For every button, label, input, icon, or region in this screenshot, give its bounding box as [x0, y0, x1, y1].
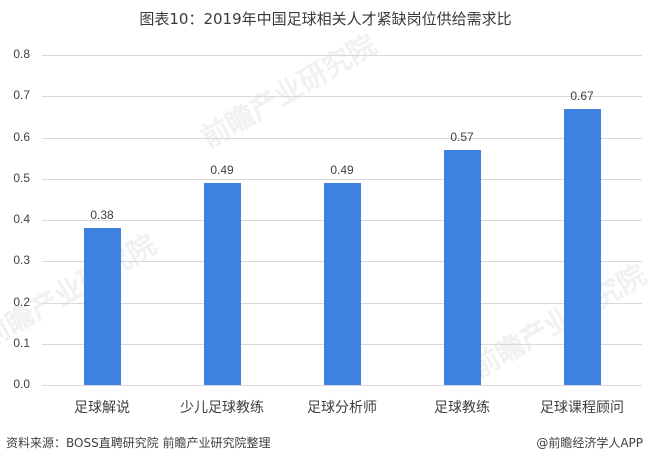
source-note: 资料来源：BOSS直聘研究院 前瞻产业研究院整理	[6, 436, 271, 450]
bar-value-label: 0.38	[90, 208, 114, 223]
x-category-label: 足球课程顾问	[540, 400, 624, 416]
y-tick-label: 0.3	[13, 253, 30, 268]
gridline	[42, 178, 642, 180]
bar	[443, 149, 481, 385]
gridline	[42, 137, 642, 139]
bar-value-label: 0.49	[210, 162, 234, 177]
x-category-label: 足球教练	[434, 400, 490, 416]
bar-value-label: 0.57	[450, 129, 474, 144]
gridline	[42, 55, 642, 56]
bar-value-label: 0.49	[330, 162, 354, 177]
y-tick-label: 0.5	[13, 170, 30, 185]
y-tick-label: 0.4	[13, 212, 30, 226]
gridline	[42, 96, 642, 98]
bar	[83, 228, 121, 385]
x-category-label: 少儿足球教练	[180, 400, 264, 416]
y-tick-label: 0.0	[13, 377, 30, 391]
y-tick-label: 0.1	[13, 335, 30, 350]
plot-area: 0.38 0.49 0.49 0.57 0.67	[42, 55, 642, 386]
credit-note: @前瞻经济学人APP	[536, 436, 643, 450]
bar	[563, 108, 601, 385]
x-category-label: 足球分析师	[307, 400, 377, 416]
y-tick-label: 0.8	[13, 47, 30, 61]
gridline	[42, 385, 642, 386]
y-tick-label: 0.7	[13, 88, 30, 103]
chart-title: 图表10：2019年中国足球相关人才紧缺岗位供给需求比	[139, 10, 512, 28]
y-tick-label: 0.6	[13, 129, 30, 144]
bar-value-label: 0.67	[570, 88, 594, 103]
x-category-label: 足球解说	[74, 400, 130, 416]
bar	[323, 182, 361, 385]
bar	[203, 182, 241, 385]
y-tick-label: 0.2	[13, 294, 30, 309]
